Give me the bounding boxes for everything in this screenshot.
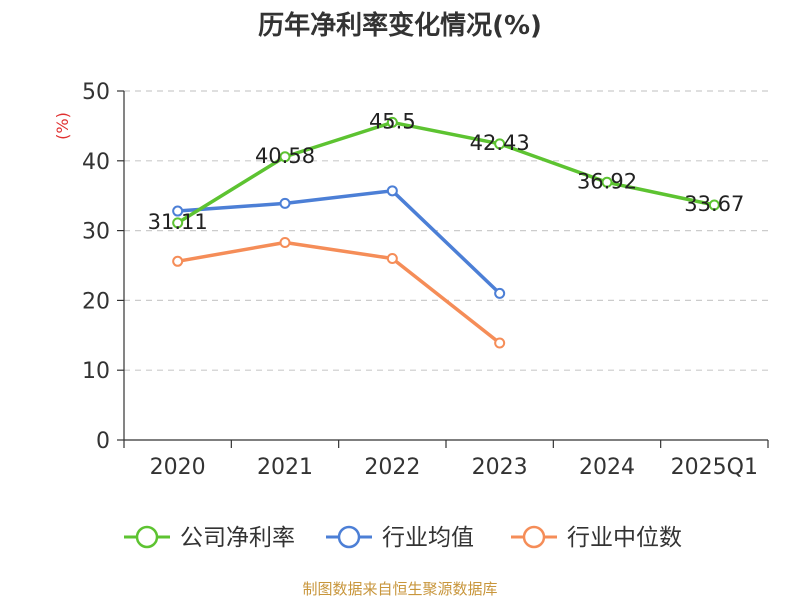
data-point — [172, 255, 184, 267]
data-point — [279, 151, 291, 163]
legend-marker — [522, 525, 546, 549]
data-point — [279, 236, 291, 248]
data-point — [172, 205, 184, 217]
y-tick-label: 0 — [96, 429, 110, 454]
x-tick-label: 2021 — [257, 455, 313, 480]
data-label: 36.92 — [577, 169, 637, 193]
legend-item[interactable]: 行业中位数 — [511, 525, 682, 551]
data-label: 31.11 — [148, 210, 208, 234]
legend-label: 行业中位数 — [567, 525, 682, 551]
series-line-1 — [177, 189, 501, 295]
data-point — [494, 337, 506, 349]
y-tick-label: 40 — [82, 150, 110, 175]
series-line-2 — [177, 240, 501, 345]
source-note: 制图数据来自恒生聚源数据库 — [302, 580, 497, 598]
series-layer — [172, 116, 720, 349]
data-point — [386, 116, 398, 128]
data-point — [494, 138, 506, 150]
x-tick-label: 2020 — [150, 455, 206, 480]
chart-title: 历年净利率变化情况(%) — [258, 10, 542, 41]
y-tick-label: 10 — [82, 359, 110, 384]
data-label: 42.43 — [470, 131, 530, 155]
x-tick-label: 2025Q1 — [671, 455, 758, 480]
legend[interactable]: 公司净利率 行业均值 行业中位数 — [124, 525, 682, 551]
legend-label: 公司净利率 — [180, 525, 295, 551]
y-tick-label: 50 — [82, 80, 110, 105]
legend-marker — [337, 525, 361, 549]
x-tick-label: 2023 — [472, 455, 528, 480]
data-point — [708, 199, 720, 211]
data-point — [601, 176, 613, 188]
data-point — [386, 253, 398, 265]
data-point — [279, 197, 291, 209]
series-line-0 — [176, 120, 715, 225]
x-tick-label: 2022 — [364, 455, 420, 480]
y-tick-label: 30 — [82, 220, 110, 245]
data-label: 45.5 — [369, 109, 416, 133]
legend-marker — [135, 525, 159, 549]
legend-item[interactable]: 公司净利率 — [124, 525, 295, 551]
axes: 0 10 20 30 40 50 2020 2021 2022 2023 2024 2025Q1 — [82, 80, 769, 480]
data-point — [172, 217, 184, 229]
data-point — [494, 287, 506, 299]
data-labels: 31.11 40.58 45.5 42.43 36.92 33.67 — [148, 109, 745, 233]
data-label: 33.67 — [684, 192, 744, 216]
y-tick-label: 20 — [82, 289, 110, 314]
data-point — [386, 185, 398, 197]
legend-label: 行业均值 — [382, 525, 474, 551]
x-tick-label: 2024 — [579, 455, 635, 480]
legend-item[interactable]: 行业均值 — [326, 525, 474, 551]
data-label: 40.58 — [255, 144, 315, 168]
y-axis-unit-label: (%) — [53, 112, 72, 140]
